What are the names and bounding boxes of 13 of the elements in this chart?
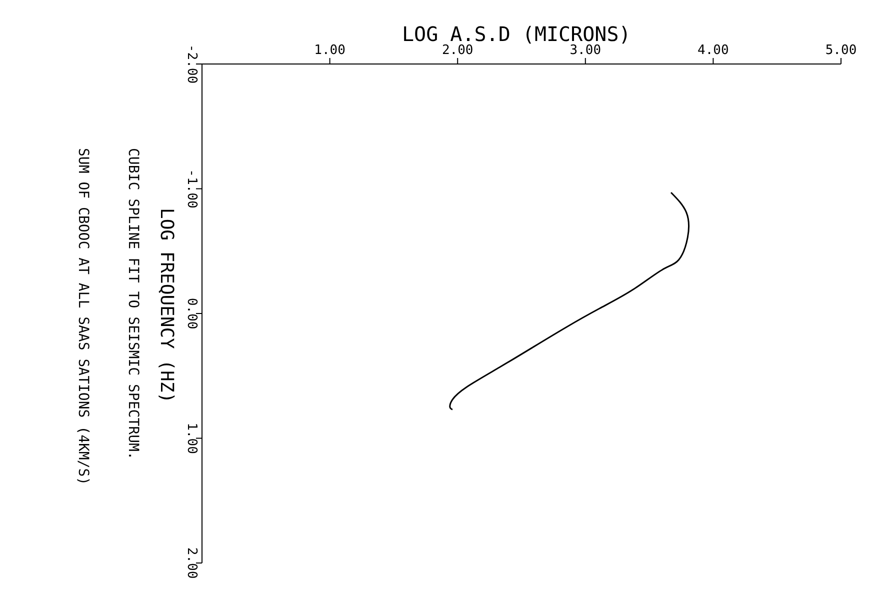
- x-tick-label: 3.00: [570, 43, 602, 58]
- x-tick-label: 5.00: [825, 43, 857, 58]
- x-tick-label: 2.00: [442, 43, 474, 58]
- text: SUM OF CBOOC AT ALL SAAS SATIONS (4KM/S): [75, 148, 91, 486]
- text: CUBIC SPLINE FIT TO SEISMIC SPECTRUM.: [125, 148, 141, 460]
- y-tick-label: 1.00: [184, 422, 199, 454]
- y-tick-label: 0.00: [184, 298, 199, 330]
- y-tick-label: -2.00: [184, 44, 199, 84]
- y-axis-title: LOG FREQUENCY (HZ): [156, 208, 177, 404]
- y-tick-label: 2.00: [184, 547, 199, 579]
- x-tick-label: 4.00: [698, 43, 729, 58]
- y-tick-label: -1.00: [184, 169, 199, 208]
- x-tick-label: 1.00: [314, 43, 346, 58]
